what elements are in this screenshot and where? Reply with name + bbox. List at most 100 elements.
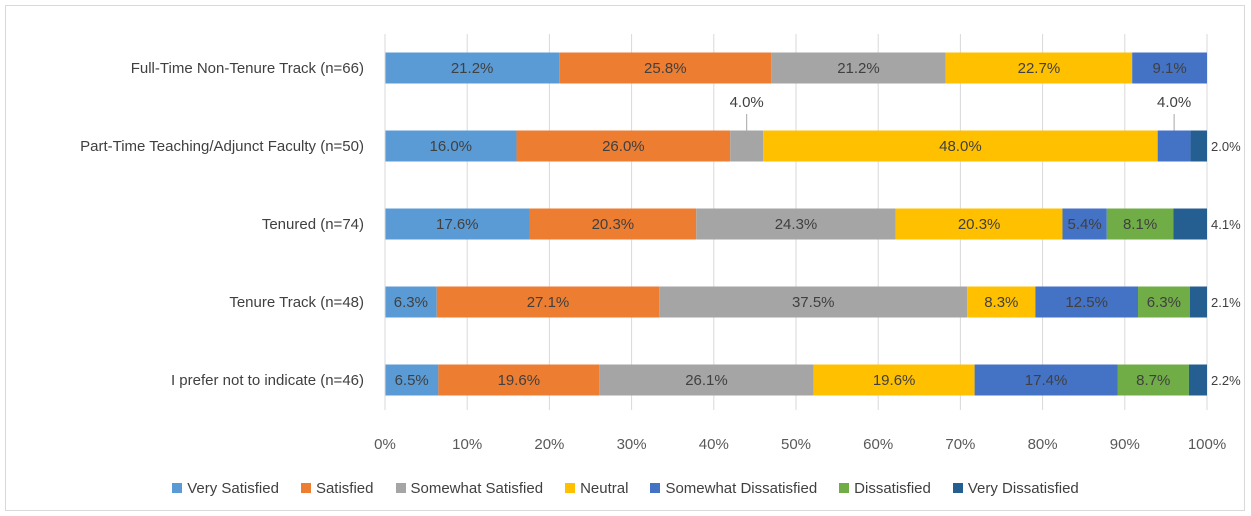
data-label: 2.0% (1211, 139, 1241, 154)
bar-segment (1035, 286, 1139, 318)
data-label: 20.3% (592, 216, 635, 233)
legend: Very Satisfied Satisfied Somewhat Satisfie… (0, 476, 1251, 500)
bar-segment (385, 286, 437, 318)
bar-segment (1138, 286, 1190, 318)
data-label: 5.4% (1068, 216, 1102, 233)
bar-segment (763, 130, 1158, 162)
legend-label: Neutral (580, 479, 629, 497)
data-label: 21.2% (451, 60, 494, 77)
legend-swatch (395, 483, 406, 493)
data-label: 24.3% (775, 216, 818, 233)
x-tick-label: 10% (452, 436, 482, 453)
data-label: 2.1% (1211, 295, 1241, 310)
x-tick-label: 20% (534, 436, 564, 453)
legend-item: Somewhat Dissatisfied (650, 480, 817, 497)
data-label: 26.1% (685, 372, 728, 389)
bar-segment (385, 364, 439, 396)
bar-segment (1188, 364, 1207, 396)
bar-segment (974, 364, 1118, 396)
category-label: Part-Time Teaching/Adjunct Faculty (n=50… (80, 138, 364, 155)
bar-segment (1132, 52, 1207, 84)
data-label: 16.0% (429, 138, 472, 155)
bar-segment (1062, 208, 1107, 240)
legend-swatch (650, 483, 661, 493)
bar-segment (1189, 286, 1207, 318)
legend-label: Satisfied (315, 479, 374, 497)
data-label: 37.5% (792, 294, 835, 311)
legend-swatch (952, 483, 963, 493)
data-label: 20.3% (958, 216, 1001, 233)
data-label: 6.3% (394, 294, 428, 311)
bar-segment (559, 52, 772, 84)
category-label: Tenured (n=74) (262, 216, 364, 233)
data-label: 6.5% (395, 372, 429, 389)
data-label: 26.0% (602, 138, 645, 155)
legend-item: Neutral (565, 480, 628, 497)
bar-segment (945, 52, 1133, 84)
bar-segment (659, 286, 968, 318)
legend-item: Dissatisfied (839, 480, 931, 497)
x-tick-label: 0% (374, 436, 396, 453)
x-tick-label: 60% (863, 436, 893, 453)
legend-item: Satisfied (300, 479, 374, 497)
category-label: Tenure Track (n=48) (229, 294, 364, 311)
data-label: 25.8% (644, 60, 687, 77)
data-label: 9.1% (1152, 60, 1186, 77)
legend-label: Dissatisfied (854, 479, 931, 497)
bar-segment (730, 130, 764, 162)
category-label: I prefer not to indicate (n=46) (171, 372, 364, 389)
data-label: 2.2% (1211, 373, 1241, 388)
data-label: 27.1% (527, 294, 570, 311)
data-label: 48.0% (939, 138, 982, 155)
bar-segment (385, 130, 517, 162)
bar-segment (599, 364, 814, 396)
bar-segment (1157, 130, 1191, 162)
legend-swatch (839, 483, 850, 493)
chart-frame (5, 5, 1245, 511)
legend-label: Somewhat Satisfied (410, 479, 544, 497)
x-tick-label: 50% (781, 436, 811, 453)
bar-segment (516, 130, 731, 162)
data-label: 4.1% (1211, 217, 1241, 232)
data-label: 21.2% (837, 60, 880, 77)
bar-segment (529, 208, 697, 240)
bar-segment (1106, 208, 1174, 240)
legend-swatch (172, 483, 183, 493)
data-label: 12.5% (1065, 294, 1108, 311)
bar-segment (1190, 130, 1207, 162)
bar-segment (385, 208, 530, 240)
legend-label: Very Dissatisfied (967, 479, 1079, 497)
bar-segment (696, 208, 896, 240)
bar-segment (771, 52, 946, 84)
x-tick-label: 90% (1110, 436, 1140, 453)
bar-segment (385, 52, 560, 84)
legend-label: Very Satisfied (187, 479, 279, 497)
bar-segment (438, 364, 600, 396)
data-label: 19.6% (498, 372, 541, 389)
bar-segment (1173, 208, 1207, 240)
x-tick-label: 100% (1188, 436, 1226, 453)
data-label: 17.6% (436, 216, 479, 233)
bar-segment (895, 208, 1063, 240)
data-label: 8.3% (984, 294, 1018, 311)
data-label: 19.6% (873, 372, 916, 389)
legend-item: Very Dissatisfied (952, 479, 1079, 497)
x-tick-label: 40% (699, 436, 729, 453)
data-label: 8.1% (1123, 216, 1157, 233)
category-label: Full-Time Non-Tenure Track (n=66) (131, 60, 364, 77)
data-label: 4.0% (1157, 94, 1191, 111)
data-label: 22.7% (1018, 60, 1061, 77)
bar-segment (813, 364, 975, 396)
bar-segment (436, 286, 660, 318)
x-tick-label: 30% (617, 436, 647, 453)
x-tick-label: 70% (945, 436, 975, 453)
data-label: 6.3% (1147, 294, 1181, 311)
legend-swatch (565, 483, 576, 493)
legend-item: Very Satisfied (172, 480, 279, 497)
bar-segment (1117, 364, 1189, 396)
data-label: 8.7% (1136, 372, 1170, 389)
data-label: 17.4% (1025, 372, 1068, 389)
legend-label: Somewhat Dissatisfied (665, 479, 818, 497)
x-tick-label: 80% (1028, 436, 1058, 453)
